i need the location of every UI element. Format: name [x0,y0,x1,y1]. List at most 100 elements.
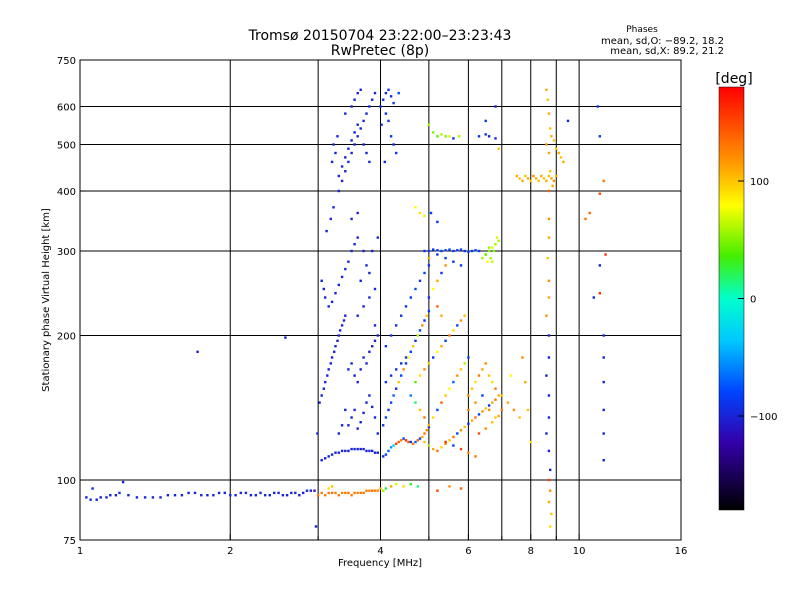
data-point [173,494,177,497]
data-point [347,368,350,371]
data-point [532,174,535,178]
data-point [353,374,356,377]
data-point [350,416,353,419]
data-point [392,101,395,105]
data-point [491,260,494,263]
data-point [400,362,403,365]
x-tick-label: 16 [675,546,688,557]
data-point [545,88,548,91]
data-point [481,410,484,413]
data-point [409,440,412,444]
data-point [314,525,318,528]
data-point [384,416,388,419]
data-point [353,243,356,246]
data-point [400,374,403,377]
data-point [549,468,552,472]
data-point [411,442,415,445]
data-point [320,459,323,462]
data-point [436,305,439,308]
data-point [602,179,605,183]
data-point [368,296,371,299]
data-point [444,264,447,267]
data-point [223,491,226,495]
data-point [268,494,271,497]
data-point [497,147,500,150]
data-point [448,485,451,488]
data-point [436,249,439,252]
data-point [550,177,553,180]
data-point [379,487,382,490]
data-point [114,494,118,497]
data-point [409,350,412,353]
data-point [353,491,356,495]
data-point [392,143,395,146]
data-point [414,440,417,444]
data-point [347,147,350,150]
data-point [452,260,455,263]
data-point [200,494,203,497]
x-tick-label: 2 [227,546,233,557]
data-point [330,160,334,164]
data-point [368,350,371,353]
colorbar-tick-label: 0 [750,295,756,306]
data-point [546,256,549,260]
data-point [217,491,221,495]
data-point [444,135,447,138]
data-point [340,275,344,279]
data-point [549,489,552,492]
data-point [320,491,323,495]
data-point [332,143,335,146]
data-point [330,356,334,359]
colorbar-ticks: 100 0 −100 [738,177,777,423]
data-point [436,279,439,282]
grid-lines [80,60,681,540]
data-point [602,432,605,435]
data-point [418,408,422,412]
data-point [327,368,330,371]
data-point [427,309,431,313]
data-point [432,416,435,419]
data-point [463,314,466,317]
data-point [427,256,431,260]
data-point [344,112,347,115]
data-point [467,422,470,425]
data-point [359,421,362,424]
data-point [459,319,463,322]
data-point [550,135,553,138]
data-point [547,217,551,221]
data-point [477,413,481,416]
colorbar-label: [deg] [715,71,752,87]
data-point [474,455,477,458]
data-point [411,345,415,348]
data-point [91,487,94,490]
data-point [395,324,398,327]
data-point [384,345,388,348]
data-point [547,478,551,482]
data-point [347,424,350,427]
data-point [368,394,371,397]
data-point [551,184,554,188]
data-point [452,435,455,439]
data-point [353,131,356,134]
data-point [588,211,591,215]
data-point [371,98,374,101]
data-point [481,368,484,371]
data-point [342,319,346,322]
data-point [371,405,374,409]
legend-title: Phases [626,25,658,35]
data-point [545,314,548,317]
data-point [497,394,500,397]
data-point [444,256,447,260]
data-point [322,387,325,390]
data-point [336,135,339,138]
data-point [547,189,551,193]
data-point [373,339,377,342]
data-point [254,494,257,497]
data-point [547,500,551,504]
data-point [427,424,431,427]
data-point [545,374,548,377]
data-point [353,143,356,146]
data-point [383,160,386,164]
data-point [423,432,426,435]
data-point [362,491,365,495]
